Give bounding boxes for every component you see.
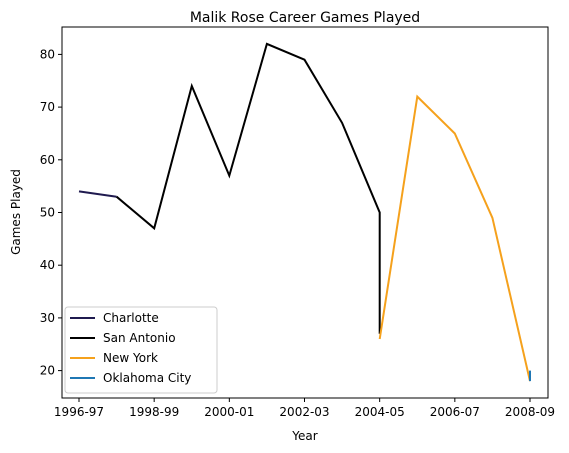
plot-frame — [61, 26, 549, 399]
legend: Charlotte San Antonio New York Oklahoma Cit… — [64, 306, 218, 394]
y-tick-label: 60 — [40, 153, 55, 167]
x-tick-label: 2004-05 — [355, 405, 405, 419]
legend-label-san-antonio: San Antonio — [103, 331, 176, 345]
series-layer — [78, 42, 531, 382]
axes-layer: 1996-97 1998-99 2000-01 2002-03 2004-05 2006-… — [40, 47, 555, 419]
chart-title: Malik Rose Career Games Played — [190, 10, 420, 26]
x-tick-label: 2000-01 — [204, 405, 254, 419]
series-line-charlotte — [78, 190, 117, 198]
y-tick-label: 80 — [40, 47, 55, 61]
x-tick-label: 1996-97 — [54, 405, 104, 419]
x-tick-label: 1998-99 — [129, 405, 179, 419]
x-tick-label: 2002-03 — [279, 405, 329, 419]
series-line-san-antonio — [115, 42, 381, 334]
legend-box — [64, 306, 218, 394]
y-tick-label: 40 — [40, 258, 55, 272]
x-tick-label: 2006-07 — [430, 405, 480, 419]
x-axis-title: Year — [291, 429, 317, 443]
legend-label-oklahoma-city: Oklahoma City — [103, 371, 191, 385]
y-tick-label: 30 — [40, 311, 55, 325]
legend-label-new-york: New York — [103, 351, 158, 365]
legend-label-charlotte: Charlotte — [103, 311, 159, 325]
x-tick-label: 2008-09 — [505, 405, 555, 419]
y-tick-label: 50 — [40, 206, 55, 220]
y-tick-label: 20 — [40, 364, 55, 378]
y-tick-label: 70 — [40, 100, 55, 114]
y-axis-title: Games Played — [9, 169, 23, 255]
series-line-new-york — [378, 94, 531, 382]
